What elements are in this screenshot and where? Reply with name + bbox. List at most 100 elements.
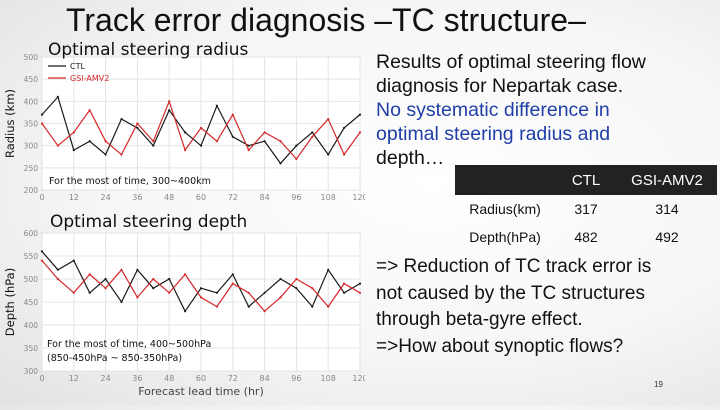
data-point [263, 131, 266, 134]
depth-chart-svg: 300 350 400 450 500 550 600 0 12 24 36 48 60 72 84 96 10… [3, 212, 368, 398]
data-point [104, 140, 107, 143]
x-tick-label: 96 [291, 193, 301, 202]
y-tick-label: 400 [24, 321, 39, 330]
conclusion-line: => Reduction of TC track error is [376, 256, 652, 277]
data-point [247, 149, 250, 152]
y-tick-label: 350 [24, 344, 39, 353]
x-tick-label: 96 [291, 374, 301, 383]
data-point [152, 140, 155, 143]
data-point [279, 140, 282, 143]
results-line: diagnosis for Nepartak case. [376, 75, 624, 97]
data-point [327, 117, 330, 121]
data-point [72, 149, 75, 152]
data-point [104, 287, 107, 290]
data-point [199, 287, 203, 290]
table-header-cell: CTL [555, 165, 617, 195]
data-point [56, 277, 60, 281]
x-tick-label: 0 [39, 193, 44, 202]
x-tick-label: 84 [260, 193, 270, 202]
data-point [343, 291, 346, 294]
data-point [120, 117, 123, 121]
data-point [168, 291, 171, 294]
data-point [215, 140, 218, 143]
data-point [199, 296, 203, 299]
table-row-label: Depth(hPa) [469, 229, 541, 245]
data-point [215, 104, 218, 107]
data-point [231, 113, 234, 116]
data-point [279, 162, 282, 165]
chart-annotation: For the most of time, 300~400km [49, 176, 211, 187]
data-point [311, 287, 314, 290]
data-point [152, 287, 155, 290]
chart-annotation: (850-450hPa ~ 850-350hPa) [47, 353, 182, 364]
data-point [104, 277, 107, 281]
data-point [72, 291, 75, 294]
data-point [279, 296, 282, 299]
data-point [263, 140, 266, 143]
y-tick-label: 350 [24, 120, 39, 129]
x-tick-label: 48 [164, 374, 174, 383]
data-point [40, 259, 44, 262]
data-point [136, 126, 139, 130]
results-line: depth… [376, 147, 445, 169]
table-header-cell [455, 165, 555, 195]
data-point [72, 131, 75, 134]
data-point [279, 277, 282, 281]
data-point [295, 277, 298, 281]
data-point [247, 144, 250, 147]
data-point [343, 126, 346, 130]
x-tick-label: 36 [132, 193, 142, 202]
chart-annotation: For the most of time, 400~500hPa [47, 339, 211, 350]
data-point [327, 305, 330, 308]
y-tick-label: 400 [24, 97, 39, 106]
data-point [311, 305, 314, 308]
data-point [231, 135, 234, 138]
results-line-highlight: No systematic difference in [376, 99, 610, 121]
data-point [295, 287, 298, 290]
data-point [136, 268, 139, 271]
data-point [247, 305, 250, 308]
data-point [358, 282, 362, 285]
data-point [358, 131, 362, 134]
x-axis-label: Forecast lead time (hr) [138, 385, 264, 398]
table-row: Depth(hPa) 482 492 [455, 223, 717, 251]
data-point [120, 153, 123, 156]
y-axis-label: Depth (hPa) [3, 268, 17, 336]
data-point [40, 113, 44, 116]
data-point [88, 140, 91, 143]
data-point [263, 291, 266, 294]
y-tick-label: 200 [24, 186, 39, 195]
table-row-label: Radius(km) [469, 201, 541, 217]
y-tick-label: 600 [24, 229, 39, 238]
x-tick-label: 108 [321, 374, 336, 383]
data-point [88, 109, 91, 112]
legend-label: GSI-AMV2 [70, 74, 109, 83]
y-tick-label: 500 [24, 53, 39, 62]
data-point [215, 291, 218, 294]
data-point [184, 310, 187, 313]
data-point [184, 131, 187, 134]
results-text: Results of optimal steering flow diagnos… [376, 50, 716, 170]
table-cell: 314 [655, 201, 679, 217]
data-point [231, 273, 234, 276]
data-point [199, 126, 203, 130]
y-tick-label: 300 [24, 142, 39, 151]
y-tick-label: 550 [24, 252, 39, 261]
results-table: CTL GSI-AMV2 Radius(km) 317 314 Depth(hP… [455, 165, 717, 251]
conclusion-text: => Reduction of TC track error is not ca… [376, 254, 716, 360]
results-line-highlight: optimal steering radius and [376, 123, 611, 145]
data-point [295, 157, 298, 161]
y-axis-label: Radius (km) [3, 89, 17, 158]
data-point [72, 259, 75, 262]
data-point [168, 109, 171, 112]
data-point [56, 95, 60, 98]
y-tick-label: 450 [24, 75, 39, 84]
x-tick-label: 24 [101, 193, 111, 202]
y-tick-label: 300 [24, 367, 39, 376]
data-point [168, 100, 171, 103]
data-point [215, 305, 218, 308]
y-tick-label: 500 [24, 275, 39, 284]
data-point [56, 268, 60, 271]
conclusion-line: through beta-gyre effect. [376, 309, 583, 330]
radius-chart-svg: 200 250 300 350 400 450 500 0 12 24 36 48 60 72 84 96 10… [3, 40, 368, 202]
